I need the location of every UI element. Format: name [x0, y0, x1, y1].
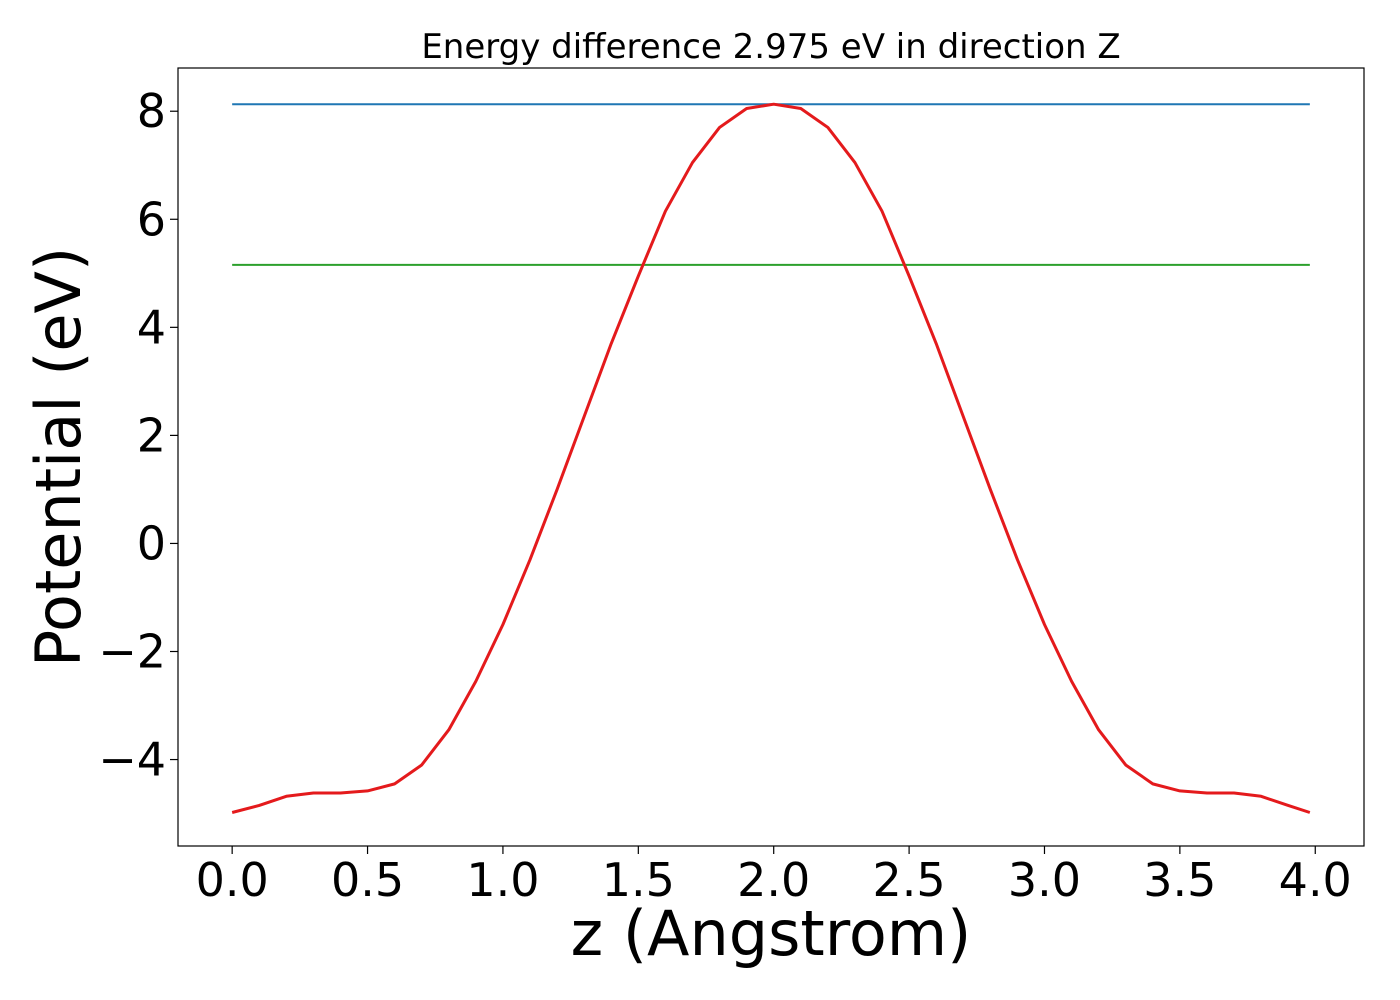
chart-title: Energy difference 2.975 eV in direction …: [421, 27, 1120, 67]
potential-line-1: [231, 102, 1311, 814]
plot-area: [231, 102, 1311, 814]
x-axis-label: z (Angstrom): [571, 897, 972, 970]
y-axis-label: Potential (eV): [22, 247, 95, 667]
x-tick-label: 2.0: [737, 853, 810, 907]
y-tick-label: 0: [137, 516, 166, 570]
y-tick-label: 6: [137, 192, 166, 246]
x-tick-label: 3.5: [1143, 853, 1216, 907]
y-tick-label: −2: [98, 625, 166, 679]
y-tick-label: 4: [137, 300, 166, 354]
y-tick-label: −4: [98, 733, 166, 787]
y-axis: −4 −2 0 2 4 6 8: [98, 84, 178, 787]
x-tick-label: 4.0: [1279, 853, 1352, 907]
x-tick-label: 1.0: [466, 853, 539, 907]
x-axis: 0.0 0.5 1.0 1.5 2.0 2.5 3.0 3.5 4.0: [196, 846, 1352, 907]
x-tick-label: 0.5: [331, 853, 404, 907]
x-tick-label: 0.0: [196, 853, 269, 907]
axes-frame: [177, 67, 1365, 847]
y-tick-label: 2: [137, 408, 166, 462]
x-tick-label: 1.5: [602, 853, 675, 907]
y-tick-label: 8: [137, 84, 166, 138]
x-tick-label: 2.5: [873, 853, 946, 907]
x-tick-label: 3.0: [1008, 853, 1081, 907]
